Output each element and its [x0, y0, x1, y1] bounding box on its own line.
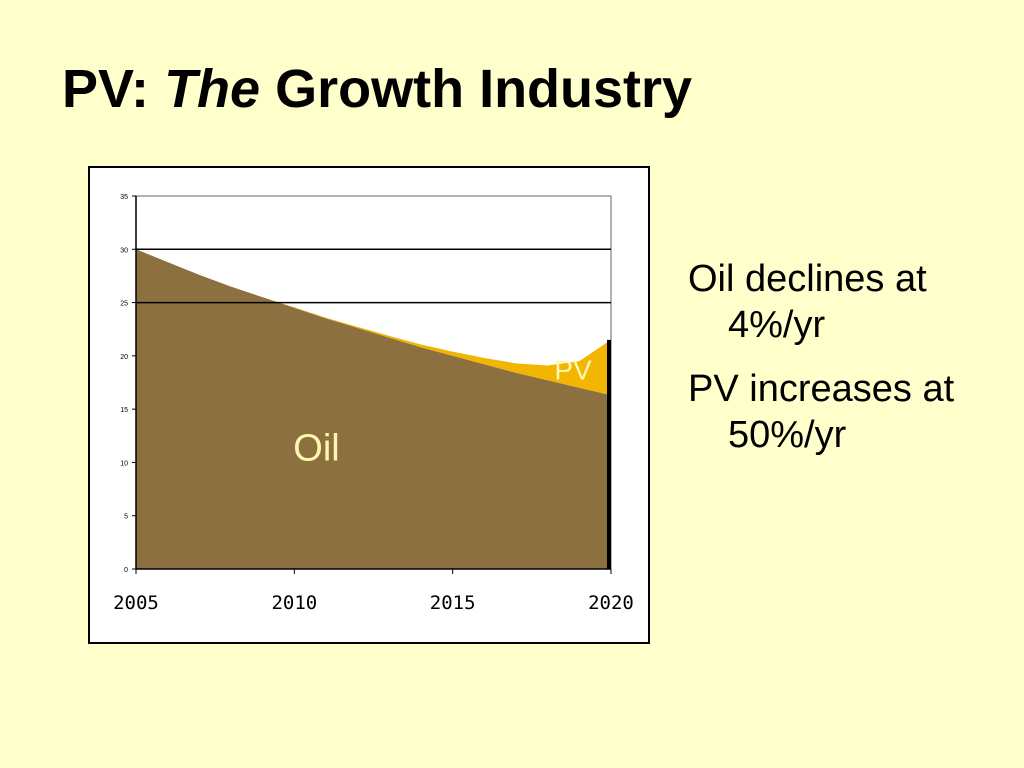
bullet-pv-increase: PV increases at 50%/yr	[688, 368, 955, 456]
y-tick-label-25: 25	[120, 301, 128, 308]
y-tick-label-0: 0	[124, 567, 128, 574]
title-part-the: The	[164, 59, 261, 119]
title-part-pv: PV:	[62, 59, 150, 119]
stacked-area-chart: 0 5 10 15 20 25 30 35 2005 2010 2015 2020 Oil PV	[113, 194, 634, 614]
y-tick-label-20: 20	[120, 354, 128, 361]
x-tick-label-2005: 2005	[113, 592, 159, 614]
slide-title: PV: The Growth Industry	[62, 62, 692, 116]
series-pv-area	[136, 249, 611, 396]
title-part-growth-industry: Growth Industry	[275, 59, 693, 119]
x-tick-label-2015: 2015	[430, 592, 476, 614]
oil-area-label: Oil	[293, 427, 339, 469]
x-tick-label-2010: 2010	[271, 592, 317, 614]
y-tick-label-15: 15	[120, 407, 128, 414]
y-tick-label-10: 10	[120, 460, 128, 467]
chart-frame: 0 5 10 15 20 25 30 35 2005 2010 2015 2020 Oil PV	[88, 166, 650, 644]
pv-area-label: PV	[554, 354, 592, 385]
series-oil-area	[136, 249, 611, 569]
bullet-list: Oil declines at 4%/yr PV increases at 50…	[688, 256, 1008, 476]
y-tick-label-30: 30	[120, 247, 128, 254]
y-tick-label-5: 5	[124, 514, 128, 521]
bullet-oil-decline: Oil declines at 4%/yr	[688, 258, 927, 346]
y-tick-label-35: 35	[120, 194, 128, 201]
x-tick-label-2020: 2020	[588, 592, 634, 614]
